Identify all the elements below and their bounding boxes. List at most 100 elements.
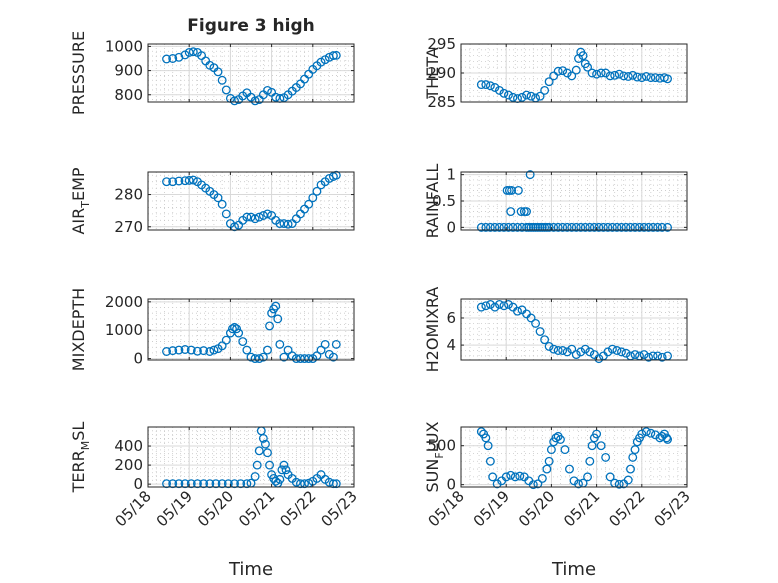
data-point xyxy=(275,339,285,349)
data-point xyxy=(507,186,517,195)
data-point xyxy=(494,85,504,95)
data-point xyxy=(481,433,491,443)
data-point xyxy=(637,429,647,439)
data-point xyxy=(267,308,277,318)
y-tick-label: 500 xyxy=(427,437,456,455)
data-point xyxy=(494,222,504,232)
panel-air: 270 280 AIRTEMP xyxy=(69,167,355,236)
x-tick-label: 05/19 xyxy=(153,487,196,530)
data-point xyxy=(258,433,268,443)
data-point xyxy=(283,345,293,355)
data-point xyxy=(576,222,586,232)
data-point xyxy=(510,472,520,482)
data-point xyxy=(544,456,554,466)
data-point xyxy=(513,186,523,195)
y-tick-label: 400 xyxy=(114,437,143,455)
data-point xyxy=(254,354,264,364)
data-point xyxy=(646,428,656,438)
data-point xyxy=(476,302,486,312)
y-axis-label: PRESSURE xyxy=(69,31,88,115)
y-tick-label: 0.5 xyxy=(432,192,456,210)
data-point xyxy=(614,69,624,79)
data-point xyxy=(522,90,531,100)
data-point xyxy=(221,335,231,345)
data-point xyxy=(639,350,649,360)
data-point xyxy=(583,62,593,72)
data-point xyxy=(567,71,577,81)
data-point xyxy=(476,427,486,437)
axes-box xyxy=(147,426,355,488)
data-point xyxy=(663,435,673,444)
data-point xyxy=(528,480,538,490)
data-point xyxy=(571,65,581,75)
data-point xyxy=(594,354,604,364)
x-tick-label: 05/19 xyxy=(470,487,513,530)
data-point xyxy=(619,71,629,81)
data-point xyxy=(324,173,334,183)
chart-title: Figure 3 high xyxy=(187,16,315,36)
data-point xyxy=(583,472,593,482)
data-point xyxy=(598,222,608,232)
data-point xyxy=(476,222,486,232)
data-point xyxy=(494,299,504,309)
data-point xyxy=(513,306,522,316)
data-point xyxy=(513,222,522,232)
data-point xyxy=(522,207,531,216)
data-point xyxy=(504,299,513,309)
x-tick-label: 05/22 xyxy=(605,487,648,530)
data-point xyxy=(632,72,642,82)
data-point xyxy=(279,352,289,362)
data-point xyxy=(279,460,289,470)
y-tick-label: 1000 xyxy=(105,37,143,55)
data-point xyxy=(571,222,581,232)
data-point xyxy=(234,328,244,338)
data-point xyxy=(639,222,649,232)
data-point xyxy=(291,477,301,487)
data-point xyxy=(580,344,590,354)
data-point xyxy=(663,222,673,232)
x-tick-label: 05/21 xyxy=(235,487,278,530)
data-point xyxy=(617,347,626,357)
data-point xyxy=(549,71,559,81)
y-tick-label: 6 xyxy=(446,309,456,327)
data-point xyxy=(265,460,274,470)
panel-mixdepth: 0 1000 2000 MIXDEPTH xyxy=(69,288,355,371)
data-point xyxy=(263,448,272,458)
data-point xyxy=(162,347,171,356)
data-point xyxy=(217,75,227,85)
data-point xyxy=(508,222,518,232)
data-point xyxy=(594,222,604,232)
data-point xyxy=(567,222,577,232)
data-point xyxy=(162,54,171,64)
data-point xyxy=(320,339,330,349)
data-point xyxy=(331,339,341,349)
data-point xyxy=(562,347,572,357)
data-point xyxy=(592,429,602,439)
data-point xyxy=(209,345,219,355)
data-point xyxy=(328,352,338,362)
data-point xyxy=(263,209,272,219)
x-tick-label: 05/23 xyxy=(318,487,361,530)
data-point xyxy=(558,222,568,232)
data-point xyxy=(531,318,541,328)
data-point xyxy=(533,479,543,489)
data-point xyxy=(499,222,509,232)
data-point xyxy=(485,456,495,466)
data-point xyxy=(535,327,545,336)
data-point xyxy=(242,212,252,222)
data-point xyxy=(271,476,281,486)
data-point xyxy=(180,176,190,186)
data-point xyxy=(626,222,635,232)
data-point xyxy=(596,68,606,78)
data-point xyxy=(549,222,559,232)
data-point xyxy=(585,347,595,357)
y-tick-label: 280 xyxy=(114,186,143,204)
data-point xyxy=(657,352,667,362)
data-point xyxy=(553,222,563,232)
data-point xyxy=(565,464,574,474)
data-point xyxy=(250,96,260,106)
data-point xyxy=(607,344,617,354)
data-point xyxy=(526,91,536,101)
data-point xyxy=(265,321,274,331)
data-point xyxy=(304,199,314,209)
